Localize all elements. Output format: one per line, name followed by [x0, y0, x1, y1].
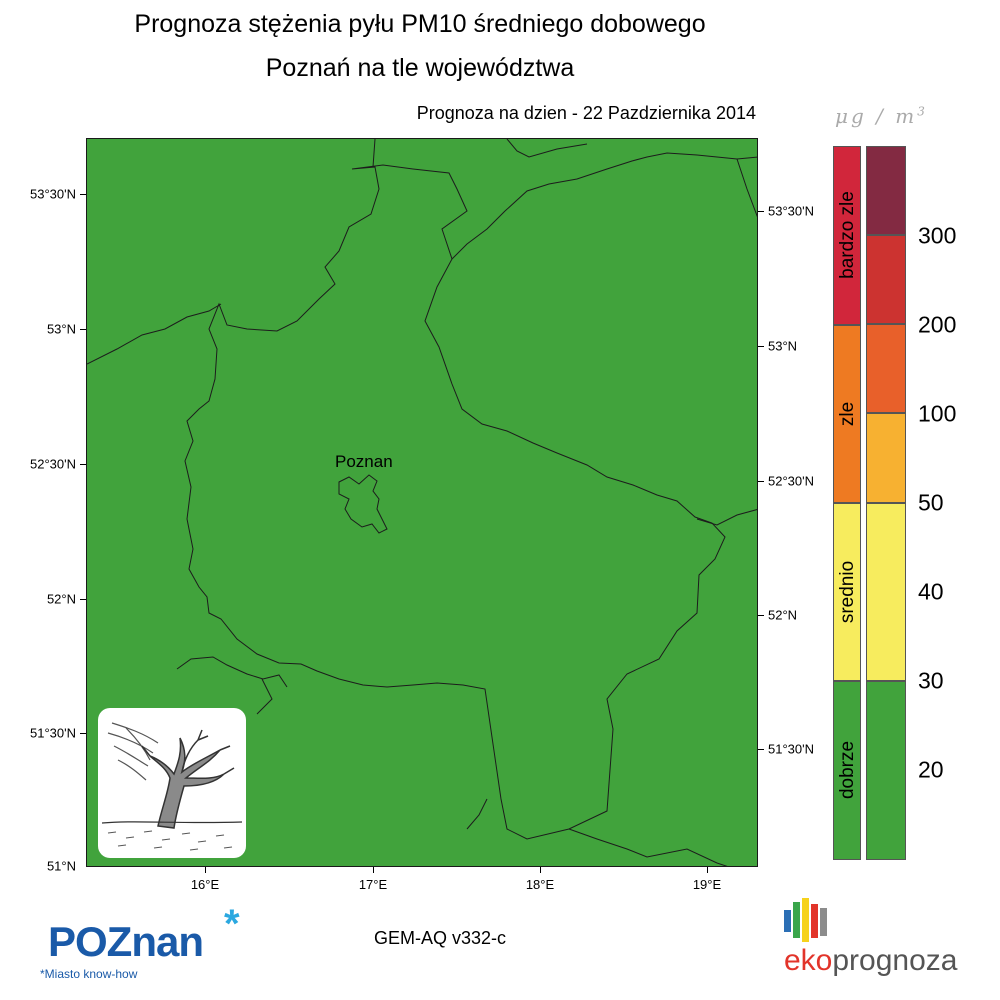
- lon-tick: [707, 867, 708, 873]
- legend-band: [866, 235, 906, 324]
- scale-value: 200: [918, 311, 957, 338]
- neighbour-boundary: [372, 139, 376, 168]
- scale-value: 30: [918, 667, 944, 694]
- legend-label-bardzo-zle: bardzo zle: [837, 191, 858, 279]
- scale-value: 50: [918, 489, 944, 516]
- lat-label-left-53: 53°N: [46, 321, 76, 337]
- neighbour-boundary: [506, 139, 588, 158]
- lat-label-left-51-30: 51°30'N: [30, 725, 76, 741]
- lon-tick: [373, 867, 374, 873]
- lat-label-right-51-30: 51°30'N: [768, 741, 814, 757]
- scale-value: 300: [918, 222, 957, 249]
- legend-band: [866, 146, 906, 235]
- chart-subtitle: Poznań na tle województwa: [265, 54, 575, 82]
- scale-value: 100: [918, 400, 957, 427]
- legend-band: [866, 503, 906, 681]
- neighbour-boundary: [466, 798, 488, 830]
- lat-tick-left: [80, 599, 86, 600]
- legend-band: [866, 681, 906, 860]
- legend-category-zle: [833, 325, 861, 503]
- forecast-date-label: Prognoza na dzien - 22 Pazdziernika 2014: [416, 103, 756, 123]
- lon-label-19: 19°E: [692, 877, 722, 892]
- neighbour-boundary: [176, 656, 288, 688]
- poznan-city-boundary: [338, 474, 388, 534]
- unit-label: μg / m3: [835, 104, 928, 128]
- lat-label-right-52: 52°N: [768, 607, 798, 623]
- neighbour-boundary: [256, 678, 273, 715]
- neighbour-boundary: [696, 509, 757, 526]
- ekoprognoza-logo-icon: [784, 898, 827, 942]
- lat-tick-right: [758, 211, 764, 212]
- model-label: GEM-AQ v332-c: [374, 928, 507, 948]
- lat-tick-left: [80, 733, 86, 734]
- lat-tick-right: [758, 481, 764, 482]
- legend-category-dobrze: [833, 681, 861, 860]
- neighbour-boundary: [736, 158, 757, 218]
- ekoprognoza-logo-text: ekoprognoza: [784, 944, 958, 977]
- lat-tick-right: [758, 615, 764, 616]
- poznan-star-icon: *: [224, 902, 240, 946]
- neighbour-boundary: [451, 152, 757, 260]
- lat-tick-left: [80, 329, 86, 330]
- poznan-slogan: *Miasto know-how: [40, 967, 138, 981]
- forecast-map: Poznan: [86, 138, 758, 867]
- lat-tick-left: [80, 194, 86, 195]
- city-label-poznan: Poznan: [335, 452, 393, 471]
- lat-label-right-53: 53°N: [768, 338, 798, 354]
- chart-title: Prognoza stężenia pyłu PM10 średniego do…: [134, 10, 706, 38]
- legend-category-srednio: [833, 503, 861, 681]
- lat-label-left-53-30: 53°30'N: [30, 186, 76, 202]
- scale-value: 20: [918, 756, 944, 783]
- lon-tick: [540, 867, 541, 873]
- lat-tick-left: [80, 464, 86, 465]
- weather-logo-card: [98, 708, 246, 858]
- legend-label-dobrze: dobrze: [837, 740, 858, 800]
- poznan-logo: POZnan: [48, 918, 204, 965]
- neighbour-boundary: [568, 828, 728, 866]
- lon-label-18: 18°E: [525, 877, 555, 892]
- voivodeship-boundary: [184, 164, 726, 840]
- legend-band: [866, 324, 906, 413]
- lat-label-right-52-30: 52°30'N: [768, 473, 814, 489]
- lat-tick-right: [758, 749, 764, 750]
- region-boundaries: [87, 139, 757, 866]
- legend-label-zle: zle: [837, 401, 858, 427]
- lat-tick-right: [758, 346, 764, 347]
- legend-band: [866, 413, 906, 503]
- legend-label-srednio: srednio: [837, 560, 858, 624]
- lat-label-right-53-30: 53°30'N: [768, 203, 814, 219]
- lon-label-16: 16°E: [190, 877, 220, 892]
- scale-value: 40: [918, 578, 944, 605]
- lat-label-left-52-30: 52°30'N: [30, 456, 76, 472]
- lat-label-left-52: 52°N: [46, 591, 76, 607]
- lon-label-17: 17°E: [358, 877, 388, 892]
- lat-label-left-51: 51°N: [46, 858, 76, 874]
- lon-tick: [205, 867, 206, 873]
- legend-category-bardzo-zle: [833, 146, 861, 325]
- neighbour-boundary: [87, 303, 222, 365]
- windy-tree-icon: [101, 722, 243, 851]
